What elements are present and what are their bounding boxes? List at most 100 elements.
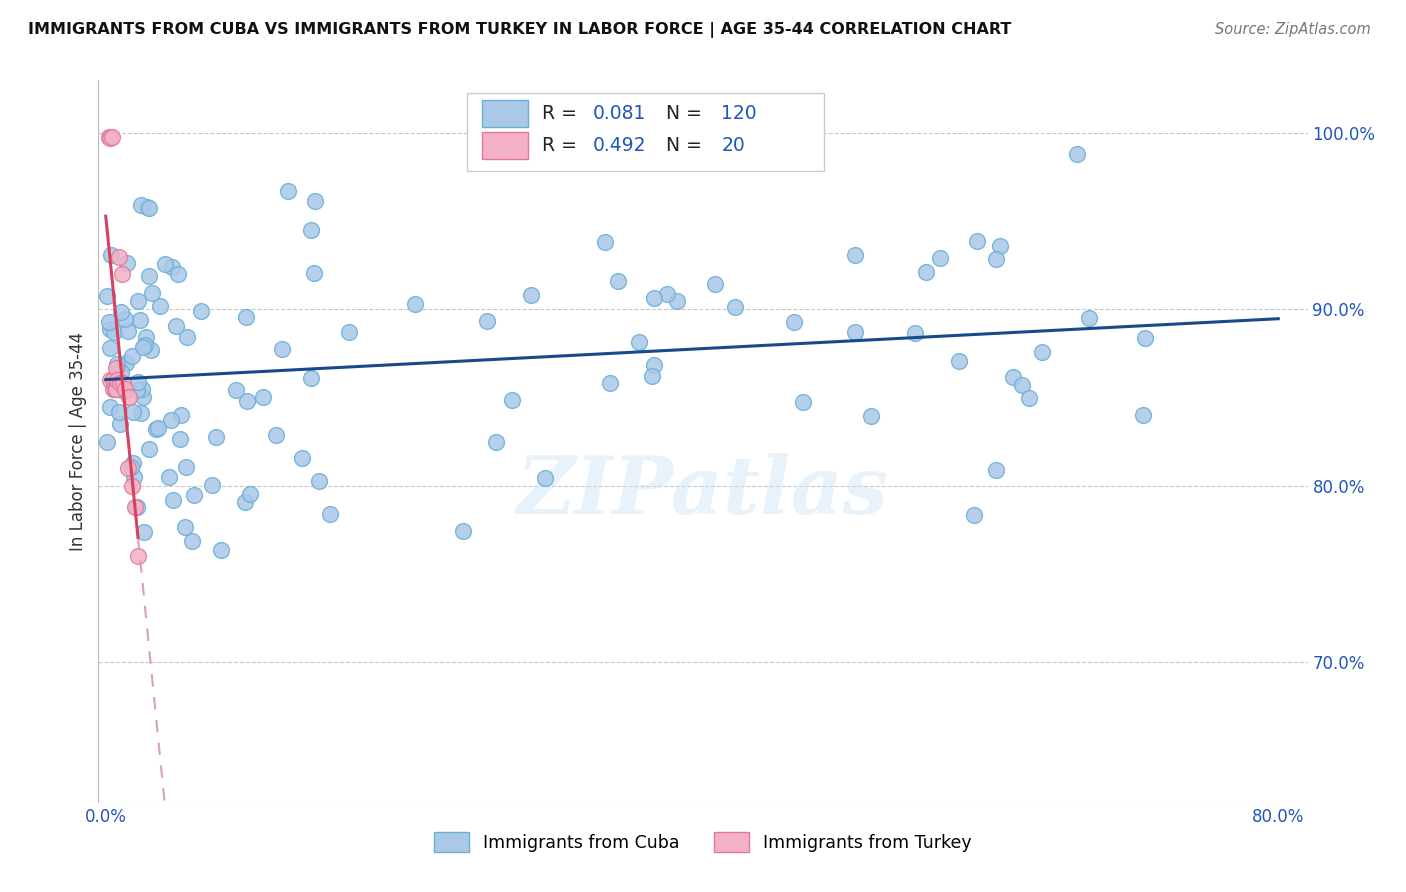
- Point: [302, 266, 325, 280]
- Point: [209, 543, 232, 558]
- Point: [627, 335, 650, 350]
- Point: [127, 549, 149, 563]
- Point: [783, 315, 806, 329]
- Point: [167, 267, 190, 281]
- Point: [534, 471, 557, 485]
- Point: [120, 460, 142, 475]
- Point: [233, 495, 256, 509]
- Point: [169, 432, 191, 446]
- Point: [114, 312, 136, 326]
- Point: [141, 285, 163, 300]
- Point: [165, 318, 187, 333]
- Text: R =: R =: [543, 104, 583, 123]
- Point: [988, 238, 1011, 252]
- Point: [593, 235, 616, 250]
- Point: [114, 382, 136, 396]
- Point: [277, 184, 299, 198]
- Point: [132, 524, 155, 539]
- Point: [114, 356, 136, 370]
- Text: N =: N =: [665, 104, 707, 123]
- Point: [101, 373, 124, 387]
- Point: [201, 477, 224, 491]
- Point: [162, 493, 184, 508]
- Point: [97, 315, 120, 329]
- Point: [110, 365, 132, 379]
- Point: [122, 470, 145, 484]
- Point: [235, 310, 257, 325]
- Point: [98, 342, 121, 356]
- Point: [127, 375, 149, 389]
- Point: [117, 256, 139, 270]
- Point: [135, 330, 157, 344]
- Point: [915, 265, 938, 279]
- Point: [105, 360, 128, 375]
- Point: [239, 486, 262, 500]
- Point: [205, 430, 228, 444]
- Point: [96, 289, 118, 303]
- Point: [132, 340, 155, 354]
- Point: [984, 463, 1007, 477]
- Point: [121, 350, 143, 364]
- Point: [122, 456, 145, 470]
- Point: [128, 313, 150, 327]
- Point: [844, 325, 866, 339]
- Point: [225, 383, 247, 397]
- Point: [270, 342, 292, 356]
- Point: [1135, 331, 1157, 345]
- Point: [404, 297, 426, 311]
- Point: [108, 405, 131, 419]
- Y-axis label: In Labor Force | Age 35-44: In Labor Force | Age 35-44: [69, 332, 87, 551]
- Point: [986, 252, 1008, 266]
- Point: [145, 422, 167, 436]
- Point: [1001, 370, 1024, 384]
- Point: [127, 500, 149, 514]
- Point: [643, 358, 665, 372]
- Point: [108, 250, 131, 264]
- Point: [477, 314, 499, 328]
- Point: [337, 325, 360, 339]
- Point: [170, 409, 193, 423]
- Point: [107, 357, 129, 371]
- Point: [96, 435, 118, 450]
- Point: [111, 267, 134, 281]
- Point: [1031, 345, 1053, 359]
- Point: [162, 260, 184, 275]
- Text: IMMIGRANTS FROM CUBA VS IMMIGRANTS FROM TURKEY IN LABOR FORCE | AGE 35-44 CORREL: IMMIGRANTS FROM CUBA VS IMMIGRANTS FROM …: [28, 22, 1011, 38]
- Point: [723, 300, 745, 314]
- Point: [643, 292, 665, 306]
- Point: [299, 223, 322, 237]
- Bar: [482, 100, 527, 128]
- Point: [157, 470, 180, 484]
- Point: [183, 488, 205, 502]
- Point: [190, 304, 212, 318]
- Point: [485, 435, 508, 450]
- Point: [929, 251, 952, 265]
- Point: [97, 129, 120, 144]
- Point: [98, 373, 121, 387]
- Point: [704, 277, 727, 292]
- Point: [299, 371, 322, 385]
- Point: [127, 293, 149, 308]
- Point: [148, 420, 170, 434]
- Point: [235, 394, 257, 409]
- Point: [129, 406, 152, 420]
- Point: [98, 131, 121, 145]
- Point: [264, 428, 287, 442]
- Text: Source: ZipAtlas.com: Source: ZipAtlas.com: [1215, 22, 1371, 37]
- Point: [176, 330, 198, 344]
- Text: 0.081: 0.081: [593, 104, 647, 123]
- Point: [148, 299, 170, 313]
- Point: [118, 391, 141, 405]
- Legend: Immigrants from Cuba, Immigrants from Turkey: Immigrants from Cuba, Immigrants from Tu…: [427, 825, 979, 859]
- Point: [451, 524, 474, 539]
- Point: [792, 394, 814, 409]
- Point: [1018, 391, 1040, 405]
- Bar: [482, 132, 527, 159]
- Point: [112, 376, 135, 391]
- Point: [138, 442, 160, 456]
- Point: [125, 383, 148, 397]
- Point: [1078, 310, 1101, 325]
- Point: [134, 338, 156, 352]
- Point: [599, 376, 621, 390]
- Point: [520, 287, 543, 301]
